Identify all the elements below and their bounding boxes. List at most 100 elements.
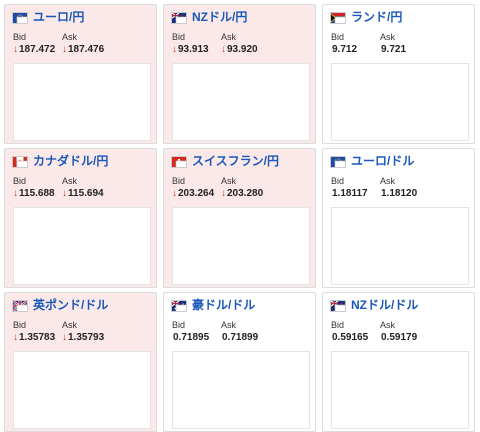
au-us-flag-icon: 0.7180.7160.7140.712 bbox=[171, 299, 302, 362]
candlestick-chart[interactable] bbox=[331, 351, 469, 429]
chart-svg bbox=[332, 352, 468, 428]
bid-value: ↓203.264 bbox=[172, 188, 215, 199]
down-arrow-icon: ↓ bbox=[62, 44, 67, 55]
bid-label: Bid bbox=[13, 32, 27, 42]
plot-frame bbox=[175, 304, 281, 362]
candlestick-chart[interactable] bbox=[13, 63, 151, 141]
plot-frame bbox=[334, 16, 440, 74]
currency-pair-link[interactable]: 豪ドル/ドル bbox=[192, 298, 256, 312]
currency-pair-link[interactable]: NZドル/円 bbox=[192, 10, 248, 24]
rate-card[interactable]: 9.729.79.6811:0023:0011:00ランド/円BidAsk9.7… bbox=[322, 4, 475, 144]
ask-label: Ask bbox=[221, 176, 237, 186]
bid-label: Bid bbox=[13, 176, 27, 186]
currency-pair-link[interactable]: ランド/円 bbox=[351, 10, 403, 24]
currency-pair-link[interactable]: ユーロ/円 bbox=[33, 10, 85, 24]
ask-label: Ask bbox=[62, 176, 78, 186]
bid-label: Bid bbox=[331, 176, 345, 186]
card-header: 115.8115.6115.411:0023:0011:00カナダドル/円 bbox=[5, 149, 156, 228]
currency-pair-link[interactable]: カナダドル/円 bbox=[33, 154, 109, 168]
rate-card[interactable]: 1.1811.181.1791.17811:0023:0011:00ユーロ/ドル… bbox=[322, 148, 475, 288]
chart-svg bbox=[173, 352, 309, 428]
down-arrow-icon: ↓ bbox=[172, 44, 177, 55]
down-arrow-icon: ↓ bbox=[62, 188, 67, 199]
bid-label: Bid bbox=[13, 320, 27, 330]
candlestick-chart[interactable] bbox=[331, 63, 469, 141]
candlestick-chart[interactable] bbox=[13, 351, 151, 429]
ask-value: ↓187.476 bbox=[62, 44, 105, 55]
chart-svg bbox=[332, 208, 468, 284]
ask-label: Ask bbox=[221, 32, 237, 42]
bid-label: Bid bbox=[331, 32, 345, 42]
ask-value: ↓115.694 bbox=[62, 188, 104, 199]
card-header: 1.1811.181.1791.17811:0023:0011:00ユーロ/ドル bbox=[323, 149, 474, 228]
ask-label: Ask bbox=[62, 320, 78, 330]
bid-value: ↓115.688 bbox=[13, 188, 55, 199]
plot-frame bbox=[334, 304, 440, 362]
ca-jp-flag-icon: 115.8115.6115.411:0023:0011:00 bbox=[12, 155, 142, 228]
candlestick-chart[interactable] bbox=[331, 207, 469, 285]
plot-frame bbox=[16, 16, 122, 74]
nz-us-flag-icon: 0.5920.5910.590.589 bbox=[330, 299, 461, 362]
currency-rate-grid: 187.6187.4187.211:0023:0011:00ユーロ/円BidAs… bbox=[4, 4, 475, 432]
candlestick-chart[interactable] bbox=[13, 207, 151, 285]
bid-label: Bid bbox=[172, 32, 186, 42]
ask-label: Ask bbox=[380, 320, 396, 330]
card-header: 1.3581.3561.354英ポンド/ドル bbox=[5, 293, 156, 362]
rate-card[interactable]: 115.8115.6115.411:0023:0011:00カナダドル/円Bid… bbox=[4, 148, 157, 288]
down-arrow-icon: ↓ bbox=[62, 332, 67, 343]
ask-value: 0.71899 bbox=[222, 332, 259, 343]
ask-label: Ask bbox=[62, 32, 78, 42]
card-header: 203.6203.4203.211:0023:0011:00スイスフラン/円 bbox=[164, 149, 315, 228]
currency-pair-link[interactable]: NZドル/ドル bbox=[351, 298, 419, 312]
gb-us-flag-icon: 1.3581.3561.354 bbox=[12, 299, 143, 362]
ask-value: 1.18120 bbox=[381, 188, 418, 199]
currency-pair-link[interactable]: スイスフラン/円 bbox=[192, 154, 279, 168]
candlestick-chart[interactable] bbox=[172, 63, 310, 141]
ask-label: Ask bbox=[221, 320, 237, 330]
rate-card[interactable]: 203.6203.4203.211:0023:0011:00スイスフラン/円Bi… bbox=[163, 148, 316, 288]
rate-card[interactable]: 1.3581.3561.354英ポンド/ドルBidAsk↓1.35783↓1.3… bbox=[4, 292, 157, 432]
card-header: 187.6187.4187.211:0023:0011:00ユーロ/円 bbox=[5, 5, 156, 84]
down-arrow-icon: ↓ bbox=[221, 188, 226, 199]
bid-label: Bid bbox=[331, 320, 345, 330]
currency-pair-link[interactable]: 英ポンド/ドル bbox=[33, 298, 109, 312]
down-arrow-icon: ↓ bbox=[13, 44, 18, 55]
bid-value: 0.59165 bbox=[332, 332, 369, 343]
bid-value: ↓93.913 bbox=[172, 44, 209, 55]
down-arrow-icon: ↓ bbox=[172, 188, 177, 199]
ask-value: 9.721 bbox=[381, 44, 407, 55]
chart-svg bbox=[173, 64, 309, 140]
ask-value: 0.59179 bbox=[381, 332, 418, 343]
chart-svg bbox=[332, 64, 468, 140]
card-header: 0.5920.5910.590.589NZドル/ドル bbox=[323, 293, 474, 362]
candlestick-chart[interactable] bbox=[172, 351, 310, 429]
plot-frame bbox=[16, 304, 122, 362]
currency-pair-link[interactable]: ユーロ/ドル bbox=[351, 154, 415, 168]
ask-value: ↓203.280 bbox=[221, 188, 264, 199]
ask-value: ↓93.920 bbox=[221, 44, 258, 55]
ch-jp-flag-icon: 203.6203.4203.211:0023:0011:00 bbox=[171, 155, 302, 228]
candlestick-chart[interactable] bbox=[172, 207, 310, 285]
bid-value: 0.71895 bbox=[173, 332, 210, 343]
chart-svg bbox=[14, 208, 150, 284]
bid-label: Bid bbox=[172, 320, 186, 330]
card-header: 9.729.79.6811:0023:0011:00ランド/円 bbox=[323, 5, 474, 84]
rate-card[interactable]: 0.5920.5910.590.589NZドル/ドルBidAsk0.591650… bbox=[322, 292, 475, 432]
bid-value: ↓187.472 bbox=[13, 44, 56, 55]
rate-card[interactable]: 0.7180.7160.7140.712豪ドル/ドル Bid Ask 0.71895 0… bbox=[163, 292, 316, 432]
down-arrow-icon: ↓ bbox=[221, 44, 226, 55]
chart-svg bbox=[14, 64, 150, 140]
bid-value: 9.712 bbox=[332, 44, 358, 55]
chart-svg bbox=[14, 352, 150, 428]
bid-value: ↓1.35783 bbox=[13, 332, 56, 343]
down-arrow-icon: ↓ bbox=[13, 188, 18, 199]
eu-us-flag-icon: 1.1811.181.1791.17811:0023:0011:00 bbox=[330, 155, 461, 228]
card-header: 9493.893.611:0023:0011:00NZドル/円 bbox=[164, 5, 315, 84]
plot-frame bbox=[175, 16, 281, 74]
plot-frame bbox=[334, 160, 440, 218]
za-jp-flag-icon: 9.729.79.6811:0023:0011:00 bbox=[330, 11, 457, 84]
ask-label: Ask bbox=[380, 176, 396, 186]
plot-frame bbox=[16, 160, 122, 218]
